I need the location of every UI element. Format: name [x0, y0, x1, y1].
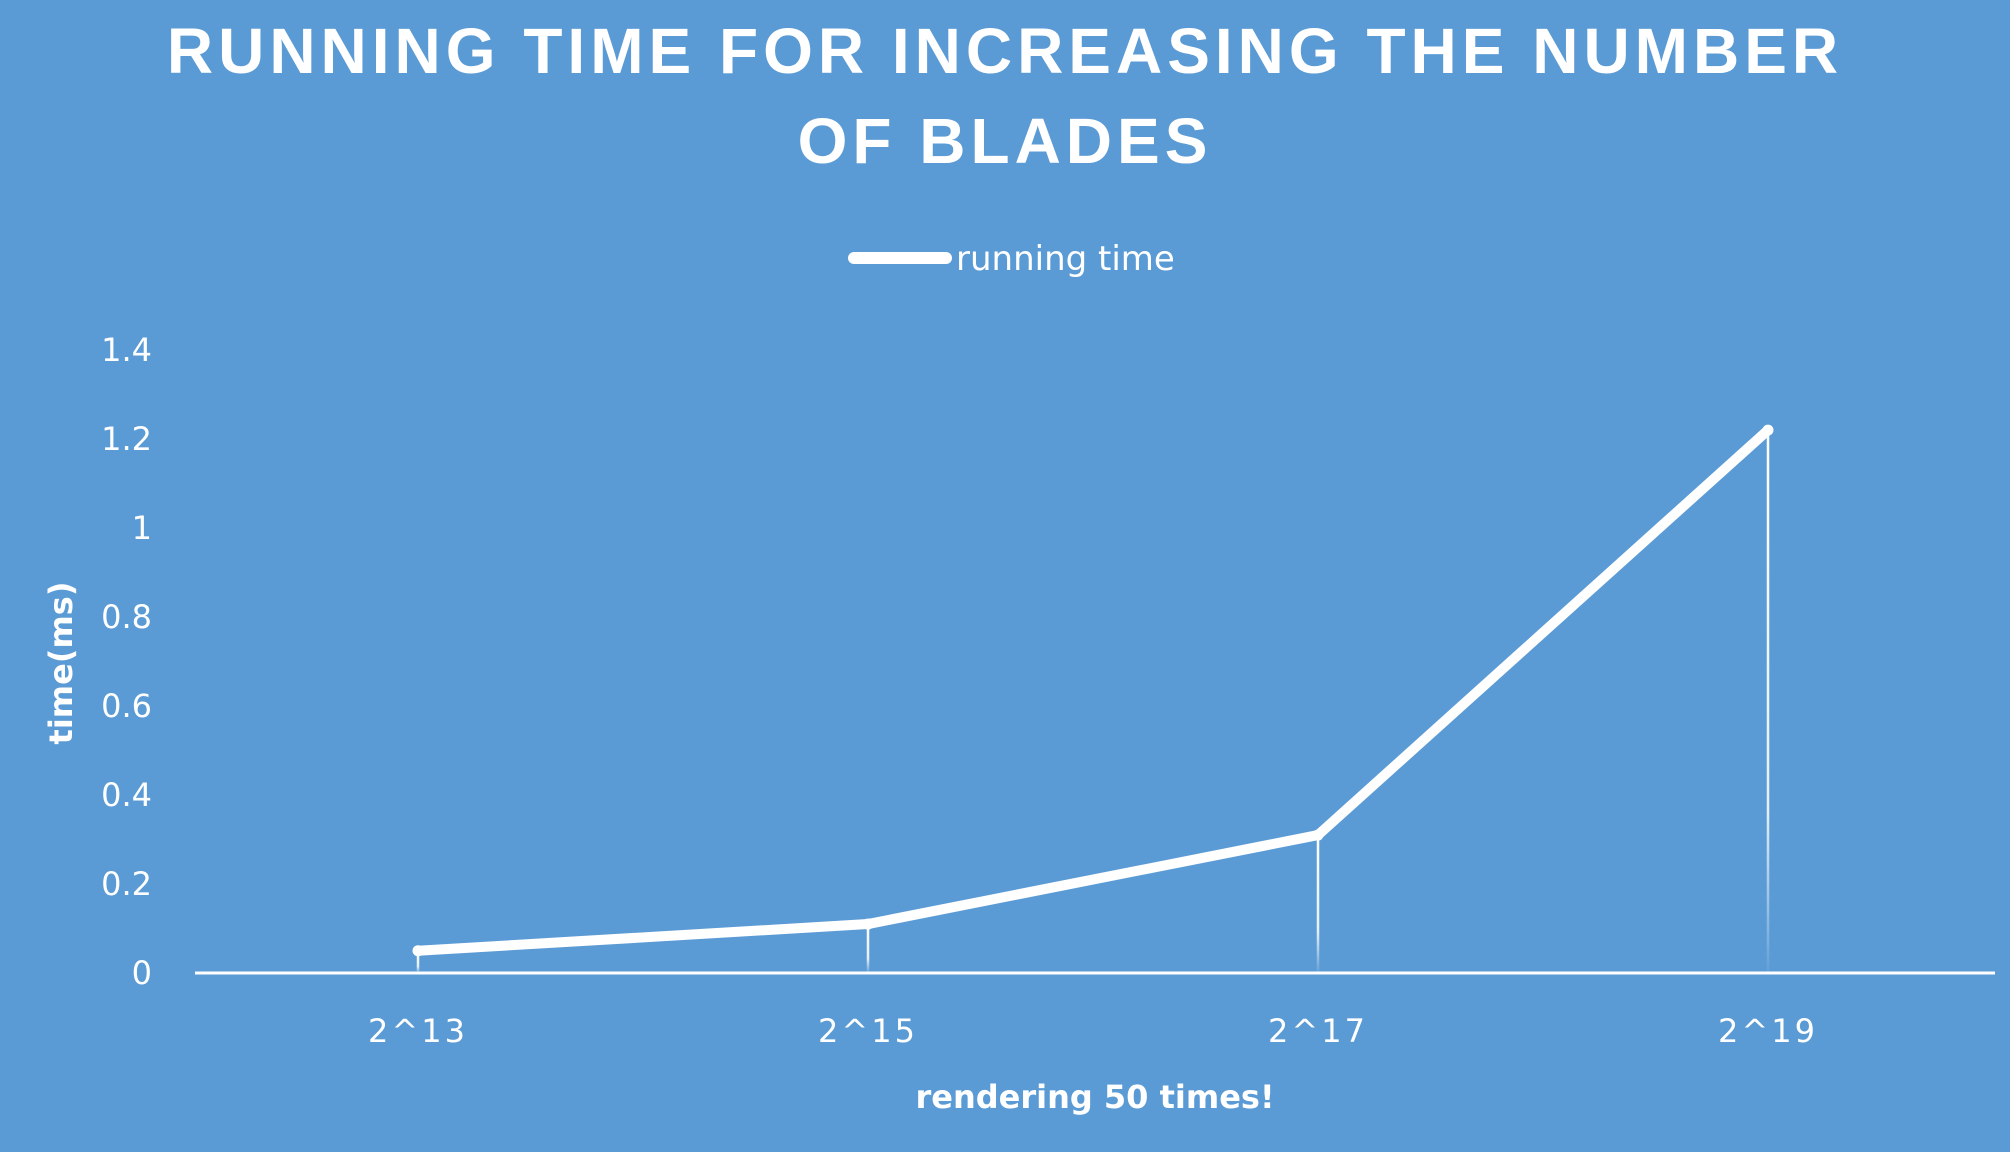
drop-line: [866, 924, 870, 973]
series-line-running-time: [413, 425, 1773, 956]
x-tick-label: 2^15: [818, 1012, 918, 1050]
x-tick-label: 2^19: [1718, 1012, 1818, 1050]
y-tick-label: 0.2: [101, 865, 152, 903]
data-point: [1762, 424, 1774, 436]
legend-label: running time: [956, 239, 1175, 279]
y-tick-label: 0: [132, 954, 152, 992]
drop-line: [1766, 430, 1770, 974]
y-tick-label: 1: [132, 509, 152, 547]
y-tick-label: 0.8: [101, 598, 152, 636]
data-point: [862, 918, 874, 930]
plot-area: 0 0.2 0.4 0.6 0.8 1 1.2 1.4 2^13 2^15 2^17 2^19: [101, 331, 1995, 1050]
chart-title-line-1: RUNNING TIME FOR INCREASING THE NUMBER: [167, 15, 1843, 87]
x-axis-label: rendering 50 times!: [915, 1078, 1274, 1116]
data-point: [1312, 829, 1324, 841]
y-tick-label: 0.4: [101, 776, 152, 814]
y-tick-label: 1.2: [101, 420, 152, 458]
chart-title-line-2: OF BLADES: [798, 105, 1213, 177]
y-tick-label: 1.4: [101, 331, 152, 369]
x-tick-label: 2^13: [368, 1012, 468, 1050]
legend: running time: [848, 239, 1175, 279]
y-axis-label: time(ms): [42, 582, 80, 745]
drop-line: [416, 950, 420, 973]
x-tick-label: 2^17: [1268, 1012, 1368, 1050]
data-point: [412, 945, 424, 957]
drop-line: [1316, 835, 1320, 973]
y-tick-label: 0.6: [101, 687, 152, 725]
